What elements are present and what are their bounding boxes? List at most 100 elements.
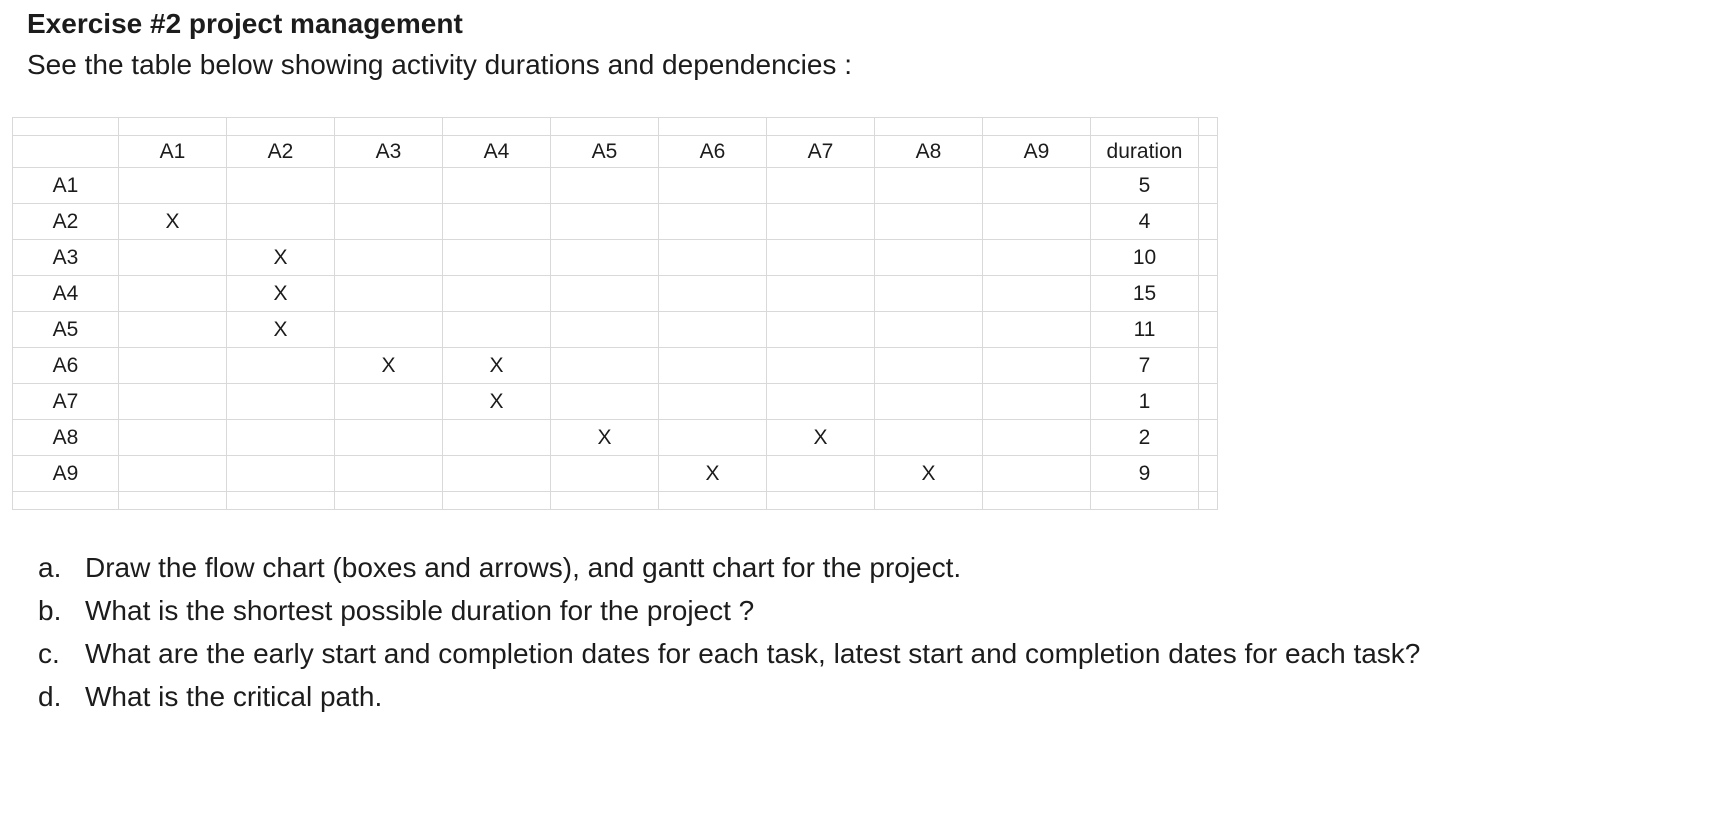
matrix-empty-cell [766,203,875,240]
matrix-dependency-mark: X [226,275,335,312]
matrix-empty-cell [334,203,443,240]
matrix-empty-cell [766,167,875,204]
question-letter: a. [38,552,62,583]
matrix-empty-cell [442,239,551,276]
matrix-diagonal-cell [982,455,1091,492]
matrix-empty-cell [118,239,227,276]
matrix-spacer-cell [226,491,335,510]
matrix-column-header: A3 [334,135,443,168]
question-letter: c. [38,638,60,669]
exercise-title: Exercise #2 project management [27,8,463,39]
matrix-dependency-mark: X [874,455,983,492]
matrix-empty-cell [658,167,767,204]
matrix-empty-cell [982,275,1091,312]
question-text: What is the shortest possible duration f… [85,595,755,626]
matrix-empty-cell [118,311,227,348]
matrix-spacer-cell [982,491,1091,510]
matrix-empty-cell [550,239,659,276]
matrix-empty-cell [334,275,443,312]
matrix-empty-cell [658,203,767,240]
matrix-spacer-cell [334,491,443,510]
matrix-column-header: duration [1090,135,1199,168]
question-text: What is the critical path. [85,681,383,712]
matrix-empty-cell [550,347,659,384]
matrix-empty-cell [766,455,875,492]
matrix-empty-cell [658,275,767,312]
matrix-column-header: A6 [658,135,767,168]
matrix-spacer-cell [874,117,983,136]
matrix-column-header: A9 [982,135,1091,168]
matrix-duration-value: 5 [1090,167,1199,204]
matrix-spacer-cell [118,117,227,136]
matrix-empty-cell [334,419,443,456]
matrix-spacer-cell [766,117,875,136]
matrix-diagonal-cell [658,347,767,384]
matrix-empty-cell [550,455,659,492]
matrix-row-header: A1 [12,167,119,204]
matrix-spacer-cell [874,491,983,510]
matrix-spacer-cell [658,491,767,510]
matrix-spacer-cell [334,117,443,136]
matrix-empty-cell [874,311,983,348]
matrix-column-header: A1 [118,135,227,168]
matrix-spacer-cell [1198,491,1218,510]
matrix-extra-cell [1198,203,1218,240]
matrix-diagonal-cell [874,419,983,456]
matrix-empty-cell [442,455,551,492]
matrix-empty-cell [874,275,983,312]
matrix-column-header: A7 [766,135,875,168]
matrix-duration-value: 1 [1090,383,1199,420]
matrix-empty-cell [334,455,443,492]
matrix-row-header: A5 [12,311,119,348]
matrix-diagonal-cell [226,203,335,240]
matrix-extra-cell [1198,455,1218,492]
matrix-empty-cell [766,275,875,312]
matrix-row-header: A7 [12,383,119,420]
matrix-empty-cell [334,383,443,420]
question-text: What are the early start and completion … [85,638,1421,669]
matrix-extra-cell [1198,135,1218,168]
matrix-spacer-cell [226,117,335,136]
matrix-empty-cell [334,167,443,204]
matrix-empty-cell [118,347,227,384]
matrix-spacer-cell [658,117,767,136]
question-letter: d. [38,681,62,712]
matrix-empty-cell [874,167,983,204]
matrix-dependency-mark: X [226,311,335,348]
matrix-empty-cell [226,167,335,204]
matrix-spacer-cell [12,491,119,510]
matrix-spacer-cell [1198,117,1218,136]
matrix-spacer-cell [1090,117,1199,136]
matrix-empty-cell [658,383,767,420]
matrix-extra-cell [1198,383,1218,420]
matrix-corner-cell [12,135,119,168]
matrix-extra-cell [1198,167,1218,204]
matrix-diagonal-cell [766,383,875,420]
matrix-empty-cell [442,167,551,204]
question-letter: b. [38,595,62,626]
matrix-empty-cell [982,203,1091,240]
matrix-row-header: A2 [12,203,119,240]
matrix-empty-cell [874,239,983,276]
matrix-spacer-cell [550,117,659,136]
matrix-empty-cell [874,347,983,384]
matrix-spacer-cell [982,117,1091,136]
matrix-empty-cell [766,347,875,384]
matrix-empty-cell [982,311,1091,348]
matrix-empty-cell [982,419,1091,456]
matrix-diagonal-cell [442,275,551,312]
matrix-empty-cell [442,311,551,348]
matrix-extra-cell [1198,275,1218,312]
matrix-empty-cell [226,419,335,456]
matrix-spacer-cell [118,491,227,510]
question-item-b: b. What is the shortest possible duratio… [38,596,1420,626]
matrix-spacer-cell [550,491,659,510]
matrix-extra-cell [1198,311,1218,348]
matrix-row-header: A6 [12,347,119,384]
matrix-empty-cell [118,455,227,492]
matrix-empty-cell [550,275,659,312]
matrix-dependency-mark: X [334,347,443,384]
matrix-empty-cell [442,203,551,240]
matrix-row-header: A8 [12,419,119,456]
matrix-empty-cell [982,347,1091,384]
